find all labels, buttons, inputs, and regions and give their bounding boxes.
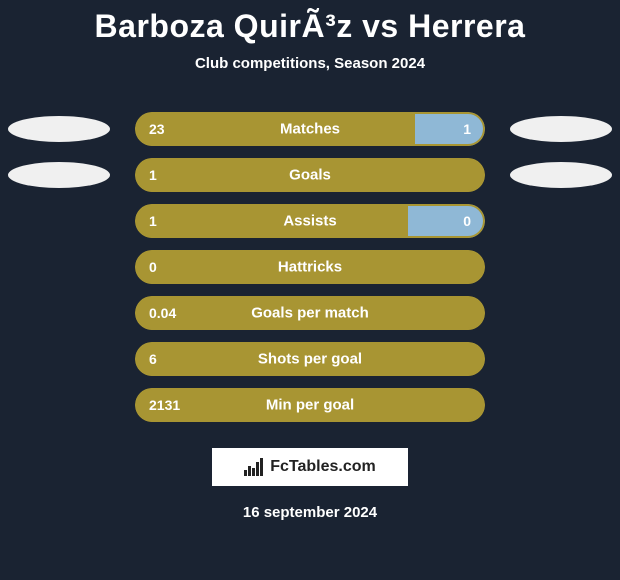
player2-marker <box>510 254 612 280</box>
player1-value: 1 <box>149 213 157 229</box>
player2-marker <box>510 346 612 372</box>
player2-marker <box>510 300 612 326</box>
stat-row: 1 Assists 0 <box>0 204 620 238</box>
player1-value: 0 <box>149 259 157 275</box>
player2-value: 1 <box>463 121 471 137</box>
stat-bar: 2131 Min per goal <box>135 388 485 422</box>
player2-bar-segment <box>415 112 485 146</box>
page-title: Barboza QuirÃ³z vs Herrera <box>0 0 620 45</box>
player2-bar-segment <box>408 204 485 238</box>
brand-badge: FcTables.com <box>212 448 408 486</box>
stat-label: Goals <box>289 167 331 184</box>
stat-row: 2131 Min per goal <box>0 388 620 422</box>
player1-marker <box>8 162 110 188</box>
brand-text: FcTables.com <box>270 458 376 476</box>
stat-label: Hattricks <box>278 259 342 276</box>
stat-label: Assists <box>283 213 336 230</box>
player1-value: 0.04 <box>149 305 176 321</box>
stat-bar: 6 Shots per goal <box>135 342 485 376</box>
player1-marker <box>8 254 110 280</box>
player2-marker <box>510 208 612 234</box>
player1-marker <box>8 208 110 234</box>
stat-row: 0.04 Goals per match <box>0 296 620 330</box>
stat-bar: 1 Assists 0 <box>135 204 485 238</box>
player1-marker <box>8 116 110 142</box>
stat-label: Matches <box>280 121 340 138</box>
stat-row: 23 Matches 1 <box>0 112 620 146</box>
player1-value: 6 <box>149 351 157 367</box>
player1-value: 2131 <box>149 397 180 413</box>
stat-row: 6 Shots per goal <box>0 342 620 376</box>
stat-bar: 1 Goals <box>135 158 485 192</box>
player2-marker <box>510 116 612 142</box>
stat-row: 1 Goals <box>0 158 620 192</box>
stat-bar: 0.04 Goals per match <box>135 296 485 330</box>
stat-label: Min per goal <box>266 397 354 414</box>
player1-bar-segment <box>135 112 415 146</box>
player2-marker <box>510 392 612 418</box>
stat-row: 0 Hattricks <box>0 250 620 284</box>
chart-icon <box>244 458 264 476</box>
player1-marker <box>8 346 110 372</box>
subtitle: Club competitions, Season 2024 <box>0 55 620 72</box>
player1-marker <box>8 392 110 418</box>
stat-label: Goals per match <box>251 305 369 322</box>
player1-marker <box>8 300 110 326</box>
player2-value: 0 <box>463 213 471 229</box>
date-label: 16 september 2024 <box>0 504 620 521</box>
player1-value: 1 <box>149 167 157 183</box>
player1-value: 23 <box>149 121 165 137</box>
stat-bar: 23 Matches 1 <box>135 112 485 146</box>
stat-label: Shots per goal <box>258 351 362 368</box>
player1-bar-segment <box>135 204 408 238</box>
stat-bar: 0 Hattricks <box>135 250 485 284</box>
player2-marker <box>510 162 612 188</box>
comparison-chart: 23 Matches 1 1 Goals 1 Assists 0 0 Hattricks 0.04 G… <box>0 112 620 422</box>
